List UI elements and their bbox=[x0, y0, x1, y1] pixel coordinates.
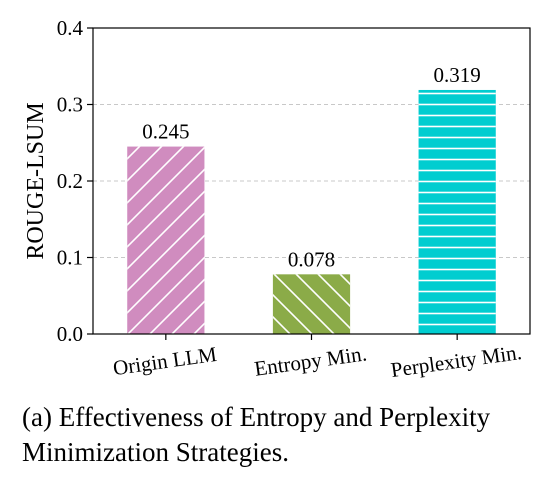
y-tick-label: 0.0 bbox=[57, 322, 83, 346]
bar-hatch-2 bbox=[272, 274, 351, 334]
y-tick-label: 0.3 bbox=[57, 93, 83, 117]
y-tick-label: 0.4 bbox=[57, 16, 84, 40]
x-tick-label: Perplexity Min. bbox=[389, 340, 523, 382]
y-tick-label: 0.1 bbox=[57, 246, 83, 270]
x-tick-label: Entropy Min. bbox=[253, 341, 368, 381]
data-label: 0.078 bbox=[288, 247, 335, 271]
data-label: 0.319 bbox=[434, 63, 481, 87]
bar-hatch-3 bbox=[418, 89, 496, 334]
caption-line-1: (a) Effectiveness of Entropy and Perplex… bbox=[22, 402, 491, 432]
x-tick-label: Origin LLM bbox=[111, 342, 218, 380]
y-axis-label: ROUGE-LSUM bbox=[23, 102, 49, 259]
caption-line-2: Minimization Strategies. bbox=[22, 437, 289, 467]
y-tick-label: 0.2 bbox=[57, 169, 83, 193]
figure-caption: (a) Effectiveness of Entropy and Perplex… bbox=[22, 400, 552, 470]
data-label: 0.245 bbox=[142, 120, 189, 144]
bars: 0.245 0.078 0.319 bbox=[127, 63, 496, 334]
bar-chart: 0.245 0.078 0.319 0.0 0.1 0.2 0.3 0.4 Origin LL… bbox=[23, 16, 531, 382]
bar-hatch-1 bbox=[127, 146, 205, 334]
